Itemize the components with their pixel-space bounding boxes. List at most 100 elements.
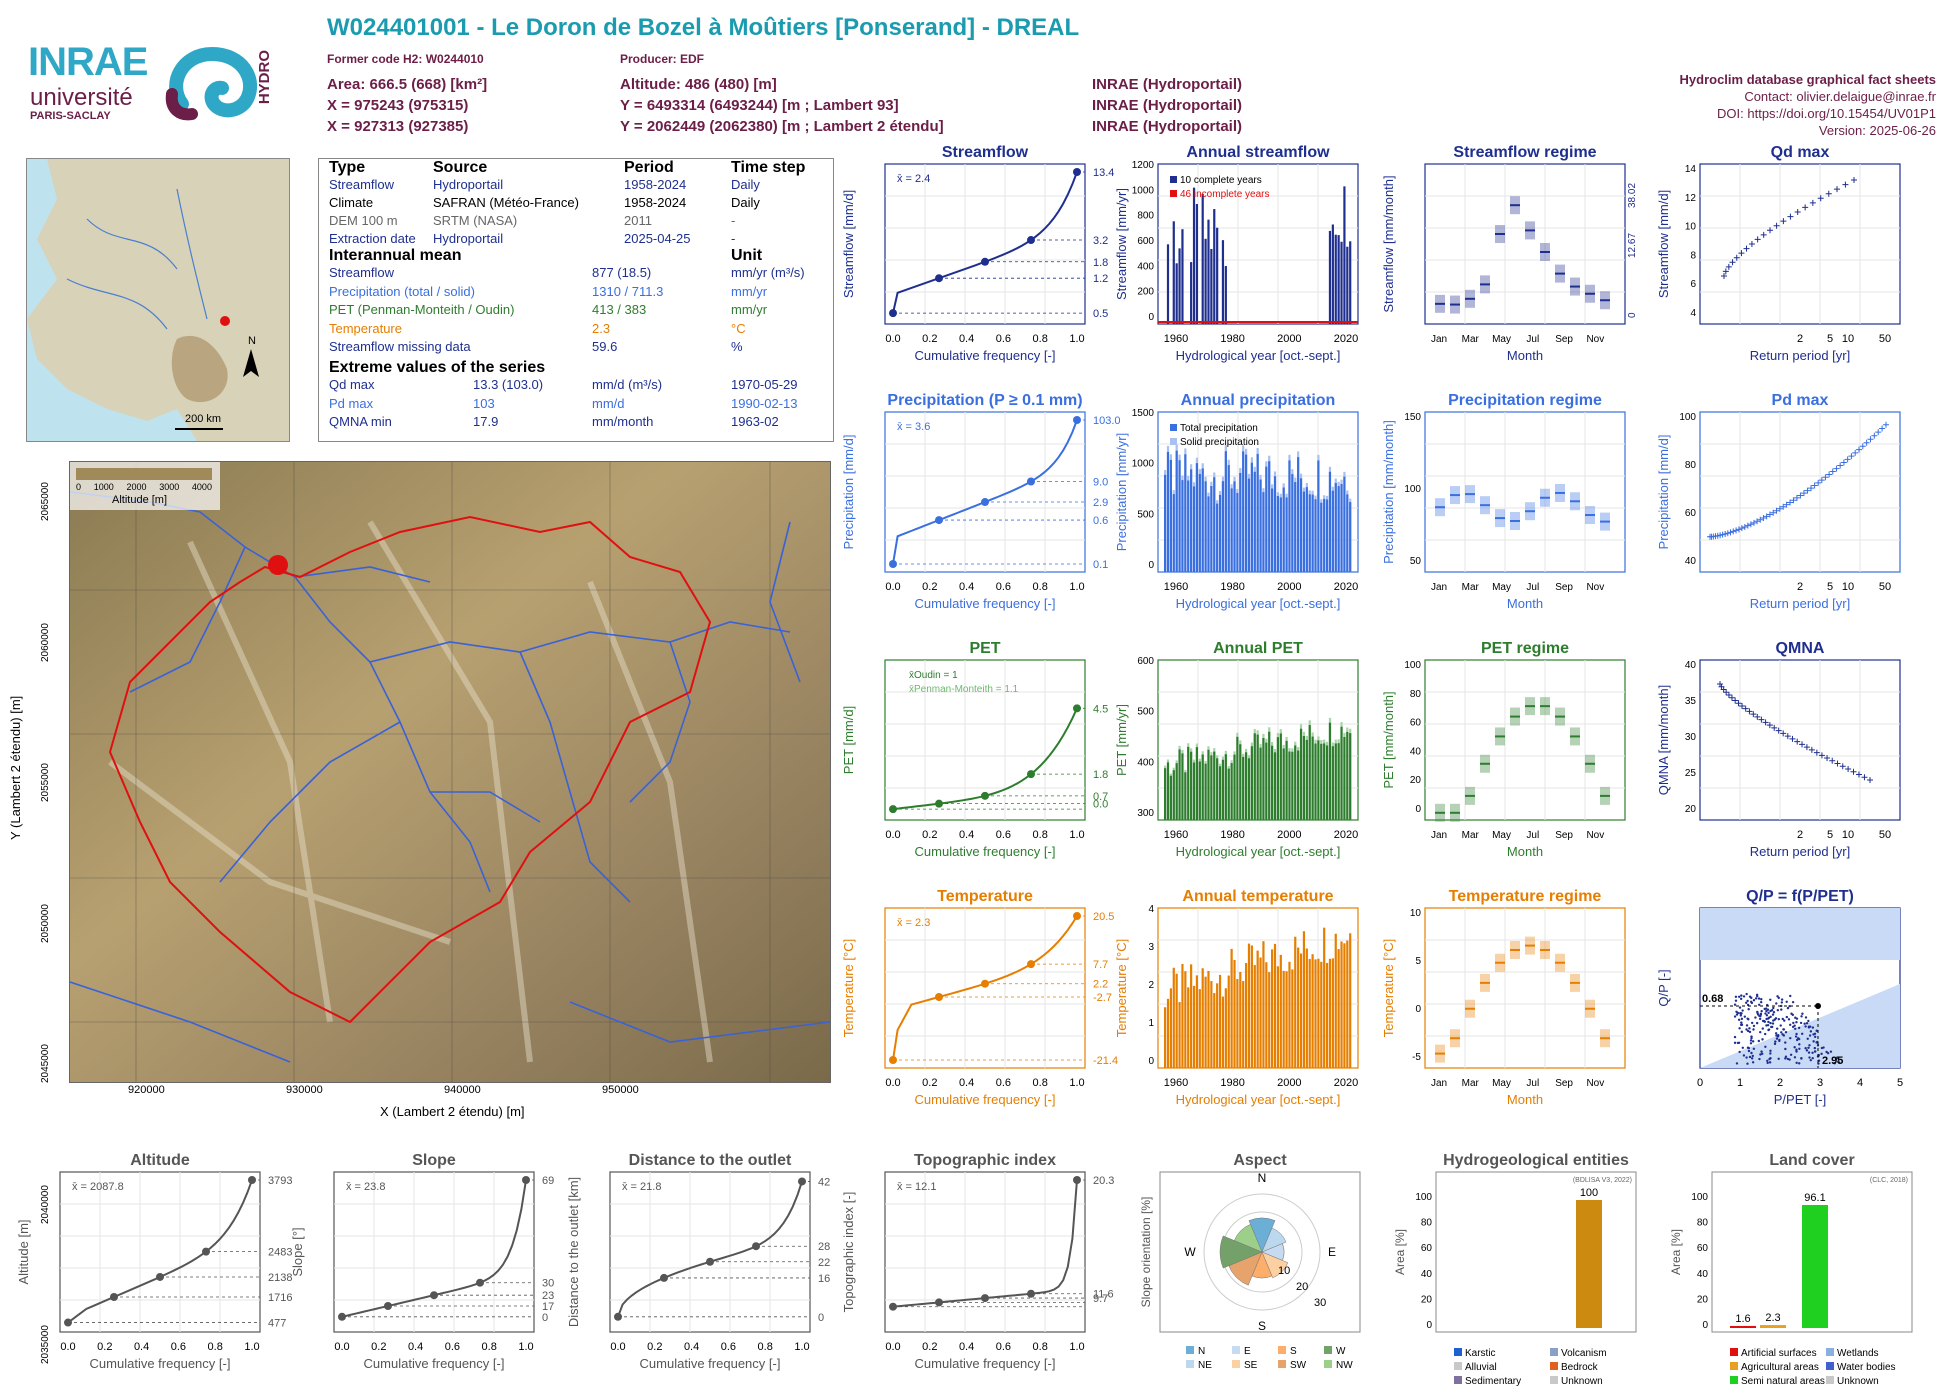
chart-frame	[1424, 163, 1626, 325]
bar	[1334, 933, 1337, 1068]
bar	[1166, 998, 1170, 1068]
bar	[1230, 763, 1233, 820]
scatter-point	[1784, 733, 1791, 740]
rose-ring-label: 20	[1296, 1281, 1308, 1293]
bar	[1178, 749, 1181, 820]
bar	[1256, 950, 1259, 1068]
scatter-point	[1800, 490, 1807, 497]
y-tick: 40	[1421, 1269, 1433, 1280]
bar	[1323, 498, 1326, 572]
chart-xlabel: Month	[1507, 348, 1543, 363]
info-table: Type Source Period Time step Streamflow H…	[318, 158, 834, 442]
scatter-point	[1834, 186, 1840, 193]
qp-point	[1808, 1056, 1811, 1059]
qp-point	[1803, 1022, 1806, 1025]
chart-xlabel: Hydrological year [oct.-sept.]	[1176, 844, 1341, 859]
scatter-point	[1767, 227, 1774, 234]
chart-ylabel: Area [%]	[1393, 1229, 1407, 1275]
qp-point	[1738, 1027, 1741, 1030]
bar	[1166, 451, 1170, 572]
qp-point	[1755, 1021, 1759, 1025]
right-tick: 3.2	[1093, 235, 1108, 247]
y-tick: 300	[1137, 808, 1154, 819]
x-tick: 1960	[1164, 1077, 1188, 1089]
qp-point	[1792, 1021, 1795, 1025]
qp-point	[1756, 995, 1759, 998]
y-tick: 50	[1410, 556, 1422, 567]
legend-swatch	[1232, 1360, 1240, 1368]
qp-point	[1741, 1046, 1744, 1049]
bar	[1216, 503, 1219, 572]
qp-point	[1820, 1046, 1824, 1050]
bar	[1259, 479, 1262, 572]
qp-point	[1773, 1042, 1777, 1046]
bar	[1233, 754, 1236, 820]
qp-point	[1798, 1043, 1801, 1046]
bar	[1181, 753, 1184, 820]
y-tick: 200	[1137, 287, 1154, 298]
y-tick: 1000	[1132, 459, 1155, 470]
rose-sector	[1233, 1223, 1263, 1253]
qp-point	[1776, 995, 1779, 998]
bar	[1172, 494, 1175, 572]
scatter-point	[1760, 515, 1767, 522]
scatter-point	[1787, 213, 1794, 220]
bar	[1299, 478, 1303, 572]
bar	[1294, 745, 1297, 820]
info-step: Daily	[731, 195, 760, 210]
scatter-point	[1799, 741, 1806, 748]
version: Version: 2025-06-26	[1818, 123, 1936, 138]
hydro-logo-icon	[165, 46, 258, 121]
y-tick: 60	[1410, 718, 1422, 729]
scatter-point	[1742, 705, 1749, 712]
chart-frame	[884, 1171, 1086, 1333]
bar	[1259, 747, 1262, 820]
legend-item: NW	[1336, 1360, 1353, 1371]
qp-point	[1781, 1033, 1784, 1036]
qp-point	[1777, 1057, 1780, 1060]
qp-point	[1752, 1047, 1756, 1050]
bar	[1297, 750, 1300, 820]
qp-point	[1774, 1032, 1778, 1035]
qp-point	[1733, 1041, 1737, 1045]
qp-point	[1746, 999, 1749, 1003]
qp-point	[1779, 1024, 1782, 1027]
y-tick: 40	[1685, 556, 1697, 567]
x-tick: Jul	[1526, 1078, 1539, 1089]
qp-point	[1795, 1032, 1798, 1036]
qp-point	[1775, 1027, 1779, 1030]
qp-point	[1760, 1050, 1763, 1053]
chart-title: Annual temperature	[1182, 888, 1333, 905]
bar	[1236, 492, 1239, 572]
bar	[1268, 972, 1271, 1068]
x-tick: 2	[1777, 1077, 1783, 1089]
chart-ylabel: Streamflow [mm/yr]	[1114, 188, 1129, 300]
bar	[1169, 775, 1172, 820]
bar	[1233, 481, 1236, 572]
qp-point	[1764, 1012, 1767, 1015]
qp-point	[1733, 1003, 1737, 1006]
legend-item: Semi natural areas	[1741, 1376, 1825, 1386]
info-period: 1958-2024	[624, 195, 687, 210]
legend-swatch	[1278, 1360, 1286, 1368]
y-tick: 20	[1410, 775, 1422, 786]
bar	[1302, 931, 1306, 1068]
mean-value: 413 / 383	[592, 302, 647, 317]
bar	[1276, 737, 1279, 820]
legend-item: Bedrock	[1561, 1362, 1599, 1373]
scatter-point	[1813, 749, 1820, 756]
qp-point	[1767, 1020, 1770, 1024]
scatter-point	[1725, 263, 1732, 270]
inrae-logo: INRAE	[28, 40, 148, 84]
legend-item: x̄Penman-Monteith = 1.1	[909, 684, 1019, 695]
x-l2e: X = 927313 (927385)	[327, 118, 469, 135]
chart-xlabel: Return period [yr]	[1750, 844, 1850, 859]
rose-sector	[1261, 1227, 1287, 1253]
scatter-point	[1754, 236, 1761, 243]
scatter-point	[1722, 268, 1729, 275]
bar	[1334, 234, 1337, 324]
mean-label: Precipitation (total / solid)	[329, 283, 475, 299]
x-tick: 50	[1879, 581, 1891, 593]
qp-point	[1804, 1016, 1808, 1019]
source-note: (BDLISA V3, 2022)	[1573, 1177, 1632, 1184]
